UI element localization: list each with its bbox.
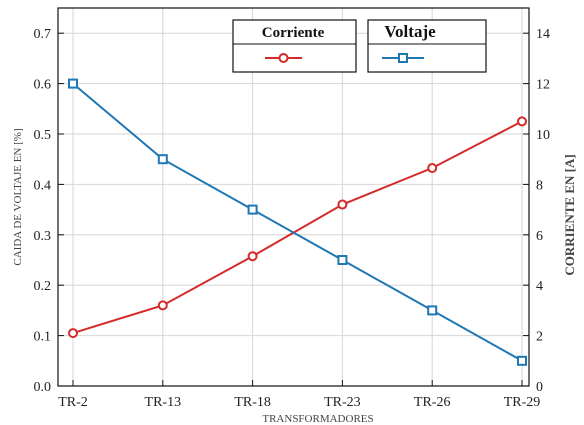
point-voltaje	[337, 255, 348, 265]
y-axis-label-left: CAIDA DE VOLTAJE EN [%]	[12, 128, 24, 265]
x-tick-label: TR-18	[234, 395, 271, 410]
right-tick-label: 6	[536, 229, 543, 244]
left-tick-label: 0.6	[34, 78, 52, 93]
legend-box	[367, 19, 487, 73]
point-voltaje	[157, 154, 168, 165]
right-axis-ticks: 0 2 4 6 8 10 12 14	[523, 27, 550, 395]
right-tick-label: 2	[536, 330, 543, 345]
x-tick-label: TR-2	[58, 395, 88, 410]
right-tick-label: 12	[536, 78, 550, 93]
point-corriente	[68, 328, 78, 339]
x-axis-label: TRANSFORMADORES	[262, 413, 373, 425]
x-tick-label: TR-29	[504, 395, 541, 410]
point-voltaje	[247, 204, 258, 215]
left-axis-ticks: 0.0 0.1 0.2 0.3 0.4 0.5 0.6 0.7	[34, 27, 64, 395]
left-tick-label: 0.1	[34, 330, 52, 345]
x-tick-label: TR-23	[324, 395, 361, 410]
left-tick-label: 0.5	[34, 128, 52, 143]
legend-entry-corriente: Corriente	[232, 19, 357, 73]
left-tick-label: 0.4	[34, 178, 52, 193]
legend-entry-voltaje: Voltaje	[367, 19, 487, 73]
plot-frame	[57, 7, 530, 387]
right-tick-label: 0	[536, 380, 543, 395]
legend: Corriente Voltaje	[232, 19, 487, 73]
x-axis-ticks: TR-2 TR-13 TR-18 TR-23 TR-26 TR-29	[58, 380, 540, 410]
point-voltaje	[68, 78, 78, 89]
series-line-voltaje	[72, 82, 523, 362]
legend-marker-circle-icon	[278, 53, 289, 63]
legend-label: Voltaje	[384, 22, 436, 41]
legend-label: Corriente	[262, 25, 325, 41]
right-tick-label: 10	[536, 128, 550, 143]
legend-marker-square-icon	[398, 53, 408, 63]
point-corriente	[427, 163, 438, 174]
point-corriente	[337, 199, 348, 210]
series-line-corriente	[72, 120, 523, 335]
x-tick-label: TR-26	[414, 395, 451, 410]
right-tick-label: 14	[536, 27, 550, 42]
left-tick-label: 0.7	[34, 27, 52, 42]
y-axis-label-right: CORRIENTE EN [A]	[562, 154, 577, 275]
legend-box	[232, 19, 357, 73]
point-voltaje	[517, 355, 527, 366]
left-tick-label: 0.0	[34, 380, 52, 395]
series-layer	[68, 78, 527, 366]
right-tick-label: 8	[536, 178, 543, 193]
left-tick-label: 0.3	[34, 229, 52, 244]
left-tick-label: 0.2	[34, 279, 52, 294]
point-corriente	[247, 251, 258, 262]
x-tick-label: TR-13	[145, 395, 182, 410]
point-corriente	[157, 300, 168, 311]
point-voltaje	[427, 305, 438, 316]
right-tick-label: 4	[536, 279, 543, 294]
point-corriente	[517, 116, 527, 127]
